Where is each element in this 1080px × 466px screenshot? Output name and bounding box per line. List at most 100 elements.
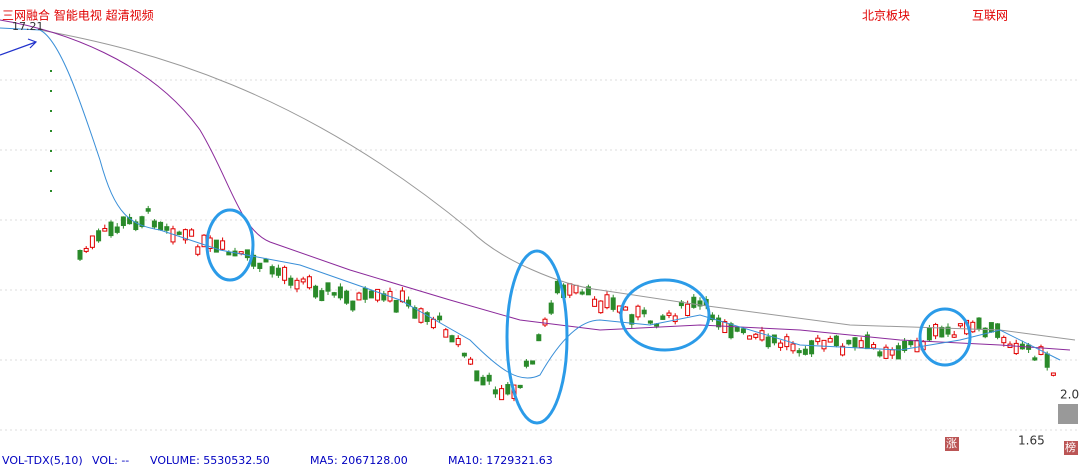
candle-part bbox=[151, 220, 157, 228]
candle-part bbox=[895, 345, 901, 360]
candle-part bbox=[294, 279, 300, 290]
dot bbox=[50, 110, 52, 112]
candle-part bbox=[647, 320, 653, 324]
candle-part bbox=[430, 318, 436, 329]
candle-part bbox=[89, 235, 95, 248]
candle-part bbox=[771, 334, 777, 344]
indicator-volume: VOLUME: 5530532.50 bbox=[150, 454, 270, 466]
candle-part bbox=[833, 335, 839, 347]
candle-part bbox=[852, 337, 858, 348]
candle-part bbox=[120, 216, 126, 227]
candle-part bbox=[170, 228, 176, 243]
candle-part bbox=[939, 326, 945, 338]
candle-part bbox=[468, 358, 474, 365]
candle-part bbox=[778, 342, 784, 348]
rank-button[interactable] bbox=[1064, 441, 1078, 455]
candle-part bbox=[734, 326, 740, 332]
candle-part bbox=[517, 384, 523, 389]
candle-part bbox=[102, 227, 108, 232]
candle-part bbox=[592, 298, 598, 307]
candle-part bbox=[257, 262, 263, 269]
low-price: 1.65 bbox=[1018, 434, 1045, 448]
scroll-box[interactable] bbox=[1058, 404, 1078, 424]
candle-part bbox=[474, 370, 480, 382]
annotations bbox=[205, 208, 972, 425]
candle-part bbox=[573, 284, 579, 294]
candle-part bbox=[356, 292, 362, 301]
concepts: 三网融合 智能电视 超清视频 bbox=[2, 8, 154, 23]
dot bbox=[50, 150, 52, 152]
candle-part bbox=[877, 351, 883, 357]
candle-part bbox=[300, 278, 306, 283]
ma-short bbox=[0, 27, 1061, 379]
candle-part bbox=[96, 230, 102, 242]
candle-part bbox=[666, 312, 672, 316]
candle-part bbox=[1001, 336, 1007, 344]
candle-part bbox=[759, 330, 765, 341]
candle-part bbox=[567, 283, 573, 296]
candle-part bbox=[1032, 357, 1038, 361]
candle-part bbox=[437, 315, 443, 321]
candle-part bbox=[970, 321, 976, 333]
candle-part bbox=[375, 288, 381, 301]
candle-part bbox=[536, 334, 542, 342]
candle-part bbox=[871, 344, 877, 349]
candle-part bbox=[908, 340, 914, 346]
candle-part bbox=[461, 352, 467, 357]
candle-part bbox=[691, 296, 697, 308]
candle-part bbox=[505, 384, 511, 395]
price-label: 2.0 bbox=[1060, 388, 1079, 402]
candle-part bbox=[344, 290, 350, 304]
candle-part bbox=[418, 308, 424, 323]
candle-part bbox=[840, 345, 846, 356]
dot bbox=[50, 190, 52, 192]
candle-part bbox=[598, 300, 604, 314]
candle-part bbox=[672, 315, 678, 323]
candle-part bbox=[858, 340, 864, 349]
candle-part bbox=[716, 317, 722, 328]
candle-part bbox=[406, 299, 412, 307]
candle-part bbox=[747, 335, 753, 340]
candle-part bbox=[480, 376, 486, 386]
high-price: 17.21 bbox=[12, 20, 44, 33]
candle-part bbox=[350, 300, 356, 311]
candle-part bbox=[660, 315, 666, 320]
ma-long bbox=[39, 29, 1076, 341]
candle-part bbox=[629, 314, 635, 325]
rise-label: 涨 bbox=[946, 437, 957, 450]
candle-part bbox=[269, 266, 275, 275]
candle-part bbox=[486, 374, 492, 382]
candle-part bbox=[1044, 353, 1050, 368]
rise-button[interactable] bbox=[945, 437, 959, 451]
candle-part bbox=[213, 239, 219, 253]
candle-part bbox=[604, 294, 610, 309]
candle-part bbox=[765, 336, 771, 348]
candle-part bbox=[313, 285, 319, 298]
grid bbox=[0, 79, 1080, 431]
candle-part bbox=[802, 348, 808, 355]
candle-part bbox=[815, 337, 821, 343]
indicator-ma5: MA5: 2067128.00 bbox=[310, 454, 408, 466]
candle-part bbox=[393, 299, 399, 313]
candle-part bbox=[982, 327, 988, 338]
candle-part bbox=[226, 251, 232, 256]
indicator-vol: VOL: -- bbox=[92, 454, 129, 466]
candle-part bbox=[449, 335, 455, 343]
candle-part bbox=[139, 216, 145, 228]
candle-part bbox=[902, 340, 908, 351]
candle-part bbox=[641, 309, 647, 315]
candle-part bbox=[523, 360, 529, 367]
dot bbox=[50, 70, 52, 72]
candle-part bbox=[319, 290, 325, 302]
candle-part bbox=[368, 290, 374, 299]
candle-part bbox=[306, 276, 312, 289]
candles bbox=[50, 70, 1056, 402]
candle-part bbox=[77, 250, 83, 260]
candle-part bbox=[957, 323, 963, 327]
candle-part bbox=[83, 247, 89, 252]
candle-part bbox=[443, 329, 449, 338]
candle-part bbox=[282, 266, 288, 281]
arrow bbox=[0, 38, 38, 56]
indicator-ma10: MA10: 1729321.63 bbox=[448, 454, 553, 466]
